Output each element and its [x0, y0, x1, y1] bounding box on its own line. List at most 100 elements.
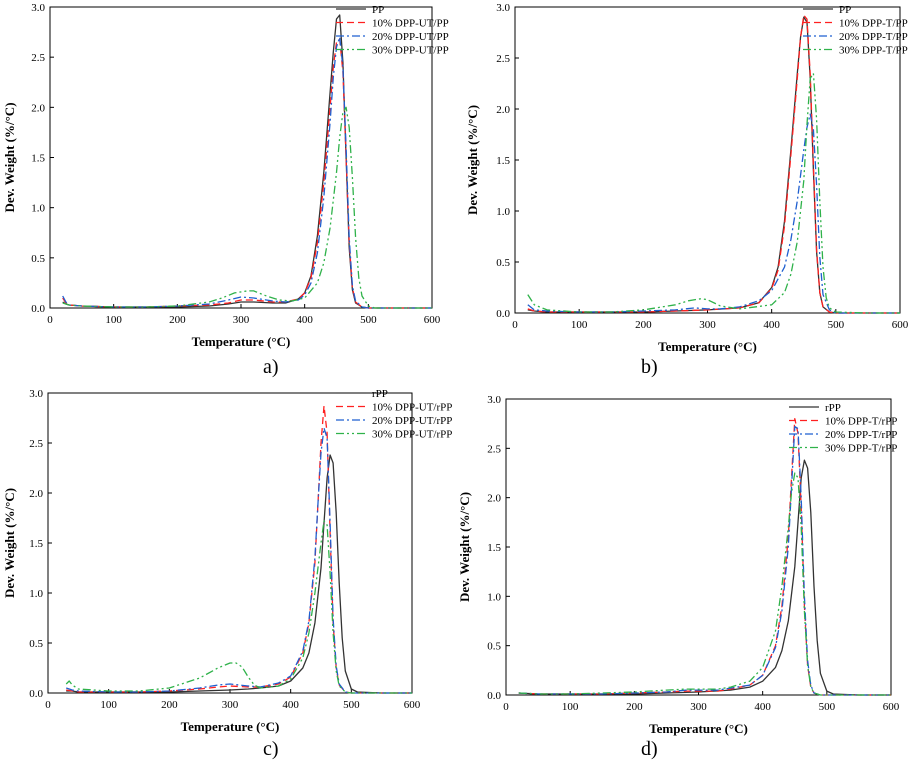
- x-tick-label: 300: [222, 699, 239, 711]
- panel-caption: b): [641, 356, 658, 378]
- x-tick-label: 0: [512, 319, 518, 331]
- y-tick-label: 2.0: [31, 102, 45, 114]
- series-line: [62, 36, 432, 309]
- legend-label: 30% DPP-UT/rPP: [372, 429, 452, 441]
- y-tick-label: 2.0: [29, 488, 43, 500]
- legend-label: 10% DPP-UT/rPP: [372, 402, 452, 414]
- y-tick-label: 2.0: [496, 104, 510, 116]
- y-tick-label: 0.5: [31, 253, 45, 265]
- y-axis-title: Dev. Weight (%/°C): [2, 102, 17, 212]
- legend-label: 10% DPP-T/rPP: [825, 416, 897, 428]
- y-tick-label: 1.0: [496, 206, 510, 218]
- series-line: [66, 405, 412, 694]
- x-tick-label: 100: [105, 314, 122, 326]
- series-line: [518, 459, 891, 696]
- y-tick-label: 0.0: [29, 688, 43, 700]
- series-line: [62, 14, 432, 309]
- x-tick-label: 100: [571, 319, 588, 331]
- x-axis-title: Temperature (°C): [192, 334, 291, 349]
- x-tick-label: 0: [503, 701, 509, 713]
- series-line: [518, 418, 891, 696]
- y-tick-label: 2.5: [487, 443, 501, 455]
- y-tick-label: 0.0: [487, 690, 501, 702]
- y-tick-label: 2.5: [496, 53, 510, 65]
- panel-caption: a): [263, 356, 279, 378]
- legend-label: rPP: [825, 402, 841, 414]
- y-axis-title: Dev. Weight (%/°C): [457, 492, 472, 602]
- x-tick-label: 600: [424, 314, 441, 326]
- y-tick-label: 0.5: [496, 257, 510, 269]
- x-axis-title: Temperature (°C): [649, 721, 748, 736]
- legend-label: 20% DPP-T/PP: [839, 31, 908, 43]
- x-tick-label: 400: [754, 701, 771, 713]
- legend-label: 20% DPP-UT/PP: [372, 31, 449, 43]
- x-tick-label: 200: [626, 701, 643, 713]
- plot-frame: [47, 392, 413, 694]
- y-tick-label: 3.0: [487, 394, 501, 406]
- x-tick-label: 100: [100, 699, 117, 711]
- x-axis-title: Temperature (°C): [181, 719, 280, 734]
- x-tick-label: 500: [360, 314, 377, 326]
- series-line: [518, 472, 891, 696]
- chart-b: 0 100 200 300 400 500 600 0.0 0.5 1.0 1.5 2.0 2.5 3.0…: [465, 2, 909, 354]
- y-tick-label: 2.0: [487, 493, 501, 505]
- y-tick-label: 1.0: [31, 203, 45, 215]
- x-tick-label: 600: [892, 319, 909, 331]
- x-tick-label: 500: [828, 319, 845, 331]
- series-line: [527, 16, 900, 314]
- legend-label: 10% DPP-T/PP: [839, 18, 908, 30]
- y-axis-title: Dev. Weight (%/°C): [465, 105, 480, 215]
- y-tick-label: 2.5: [29, 438, 43, 450]
- x-tick-label: 400: [282, 699, 299, 711]
- series-line: [66, 454, 412, 694]
- y-tick-label: 1.5: [29, 538, 43, 550]
- x-tick-label: 0: [45, 699, 51, 711]
- series-line: [527, 72, 900, 314]
- panel-caption: c): [263, 738, 279, 760]
- y-tick-label: 1.5: [31, 153, 45, 165]
- x-tick-label: 400: [763, 319, 780, 331]
- series-line: [527, 113, 900, 314]
- legend-label: 30% DPP-T/PP: [839, 45, 908, 57]
- legend-label: 10% DPP-UT/PP: [372, 18, 449, 30]
- y-tick-label: 3.0: [31, 2, 45, 14]
- series-line: [65, 427, 412, 694]
- x-tick-label: 500: [819, 701, 836, 713]
- series-line: [65, 520, 412, 694]
- y-axis-title: Dev. Weight (%/°C): [2, 488, 17, 598]
- x-tick-label: 600: [404, 699, 421, 711]
- legend-label: 30% DPP-T/rPP: [825, 443, 897, 455]
- x-tick-label: 300: [233, 314, 250, 326]
- y-tick-label: 0.0: [31, 303, 45, 315]
- x-tick-label: 500: [343, 699, 360, 711]
- x-axis-title: Temperature (°C): [658, 339, 757, 354]
- chart-panel-a: 0 100 200 300 400 500 600 0.0 0.5 1.0 1.5 2.0 2.5 3.0…: [0, 0, 450, 385]
- x-tick-label: 100: [562, 701, 579, 713]
- chart-panel-b: 0 100 200 300 400 500 600 0.0 0.5 1.0 1.5 2.0 2.5 3.0…: [463, 0, 923, 385]
- legend-label: PP: [839, 4, 851, 16]
- panel-caption: d): [641, 738, 658, 760]
- chart-c: 0 100 200 300 400 500 600 0.0 0.5 1.0 1.5 2.0 2.5 3.0…: [2, 388, 452, 734]
- chart-panel-d: 0 100 200 300 400 500 600 0.0 0.5 1.0 1.5 2.0 2.5 3.0…: [455, 384, 923, 768]
- y-tick-label: 2.5: [31, 52, 45, 64]
- legend-label: 30% DPP-UT/PP: [372, 45, 449, 57]
- x-tick-label: 200: [161, 699, 178, 711]
- chart-panel-c: 0 100 200 300 400 500 600 0.0 0.5 1.0 1.5 2.0 2.5 3.0…: [0, 384, 452, 768]
- x-tick-label: 600: [883, 701, 900, 713]
- x-tick-label: 200: [169, 314, 186, 326]
- x-tick-label: 400: [296, 314, 313, 326]
- legend-label: PP: [372, 4, 384, 16]
- y-tick-label: 0.5: [487, 641, 501, 653]
- legend-label: rPP: [372, 388, 388, 400]
- x-tick-label: 300: [690, 701, 707, 713]
- x-tick-label: 200: [635, 319, 652, 331]
- y-tick-label: 3.0: [29, 388, 43, 400]
- y-tick-label: 1.0: [29, 588, 43, 600]
- series-line: [518, 425, 891, 696]
- series-line: [527, 14, 900, 314]
- y-tick-label: 0.5: [29, 638, 43, 650]
- y-tick-label: 1.5: [487, 542, 501, 554]
- chart-d: 0 100 200 300 400 500 600 0.0 0.5 1.0 1.5 2.0 2.5 3.0…: [457, 394, 900, 736]
- y-tick-label: 0.0: [496, 308, 510, 320]
- series-line: [62, 38, 432, 309]
